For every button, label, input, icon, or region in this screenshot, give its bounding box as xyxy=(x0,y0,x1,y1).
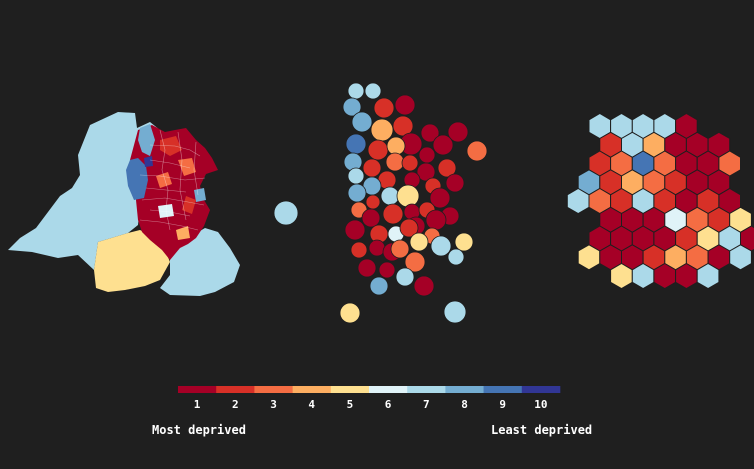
dorling-circle-31 xyxy=(396,184,420,208)
dorling-circle-2 xyxy=(342,97,362,117)
geo-region-red2 xyxy=(182,196,196,214)
dorling-circle-1 xyxy=(364,82,382,100)
dorling-circle-29 xyxy=(347,183,367,203)
dorling-circle-8 xyxy=(420,123,440,143)
legend-swatch-3 xyxy=(254,386,293,393)
dorling-circle-34 xyxy=(365,194,381,210)
deprivation-legend: 1 2 3 4 5 6 7 8 9 10 Most deprived Least deprived xyxy=(152,386,592,437)
legend-tick-3: 3 xyxy=(270,398,277,411)
dorling-circle-13 xyxy=(432,134,454,156)
dorling-circle-56 xyxy=(378,261,396,279)
dorling-circle-20 xyxy=(362,158,382,178)
legend-tick-1: 1 xyxy=(194,398,201,411)
dorling-circle-55 xyxy=(357,258,377,278)
dorling-circle-24 xyxy=(347,167,365,185)
dorling-circle-61 xyxy=(339,302,361,324)
geo-region-pale xyxy=(158,204,174,218)
geo-region-steel xyxy=(194,188,206,202)
dorling-circle-52 xyxy=(454,232,474,252)
legend-swatch-10 xyxy=(521,386,561,393)
legend-swatch-9 xyxy=(483,386,523,393)
dorling-circle-7 xyxy=(370,118,394,142)
dorling-circle-11 xyxy=(367,139,389,161)
dorling-circle-51 xyxy=(430,235,452,257)
legend-tick-2: 2 xyxy=(232,398,239,411)
legend-swatch-5 xyxy=(330,386,370,393)
dorling-circle-59 xyxy=(369,276,389,296)
dorling-circle-58 xyxy=(447,248,465,266)
geo-region-lightblue-strip xyxy=(138,124,155,156)
dorling-circle-0 xyxy=(347,82,365,100)
dorling-circle-35 xyxy=(382,203,404,225)
dorling-circle-60 xyxy=(413,275,435,297)
dorling-circle-57 xyxy=(395,267,415,287)
dorling-circle-41 xyxy=(425,209,447,231)
legend-swatch-2 xyxy=(216,386,255,393)
dorling-circle-32 xyxy=(429,187,451,209)
dorling-circle-4 xyxy=(394,94,416,116)
legend-tick-6: 6 xyxy=(385,398,392,411)
legend-tick-8: 8 xyxy=(461,398,468,411)
geo-region-red1 xyxy=(160,136,182,156)
dorling-circle-22 xyxy=(437,158,457,178)
dorling-circle-5 xyxy=(351,111,373,133)
dorling-circle-30 xyxy=(380,186,400,206)
dorling-circle-19 xyxy=(418,146,436,164)
dorling-circle-48 xyxy=(368,239,386,257)
dorling-circle-10 xyxy=(345,133,367,155)
dorling-circle-15 xyxy=(466,140,488,162)
geo-region-orange1 xyxy=(178,158,196,176)
legend-tick-10: 10 xyxy=(534,398,547,411)
geo-region-amber xyxy=(176,226,190,240)
geo-region-yellow xyxy=(94,230,170,292)
geo-region-orange2 xyxy=(156,172,172,188)
hex-cell-8-7 xyxy=(696,262,720,290)
legend-swatch-4 xyxy=(292,386,332,393)
dorling-cartogram xyxy=(273,82,488,324)
geographic-map xyxy=(8,112,240,296)
dorling-circle-36 xyxy=(361,208,381,228)
dorling-circle-17 xyxy=(385,152,405,172)
dorling-circle-18 xyxy=(401,154,419,172)
dorling-circle-54 xyxy=(404,251,426,273)
legend-left-label: Most deprived xyxy=(152,423,246,437)
dorling-circle-14 xyxy=(386,136,406,156)
dorling-circle-28 xyxy=(445,173,465,193)
legend-swatch-1 xyxy=(178,386,217,393)
dorling-circle-9 xyxy=(447,121,469,143)
dorling-circle-3 xyxy=(373,97,395,119)
dorling-circle-21 xyxy=(416,162,436,182)
geo-outline-west xyxy=(8,112,160,270)
legend-tick-labels: 1 2 3 4 5 6 7 8 9 10 xyxy=(194,398,548,411)
dorling-circle-62 xyxy=(443,300,467,324)
legend-swatch-7 xyxy=(407,386,446,393)
legend-tick-9: 9 xyxy=(499,398,506,411)
legend-tick-7: 7 xyxy=(423,398,430,411)
hex-cell-7-8 xyxy=(729,244,752,271)
hex-cartogram xyxy=(566,112,754,290)
geo-borders xyxy=(139,129,206,231)
legend-colour-bar xyxy=(178,386,561,393)
legend-swatch-6 xyxy=(369,386,408,393)
geo-region-bluewest xyxy=(126,158,148,200)
dorling-circle-50 xyxy=(409,232,429,252)
dorling-circle-47 xyxy=(350,241,368,259)
dorling-circle-63 xyxy=(273,200,299,226)
geo-region-navy xyxy=(144,156,153,167)
dorling-circle-53 xyxy=(390,239,410,259)
legend-tick-5: 5 xyxy=(347,398,354,411)
legend-swatch-8 xyxy=(445,386,484,393)
legend-right-label: Least deprived xyxy=(491,423,592,437)
dorling-circle-42 xyxy=(344,219,366,241)
dorling-circle-45 xyxy=(399,218,419,238)
legend-tick-4: 4 xyxy=(308,398,315,411)
